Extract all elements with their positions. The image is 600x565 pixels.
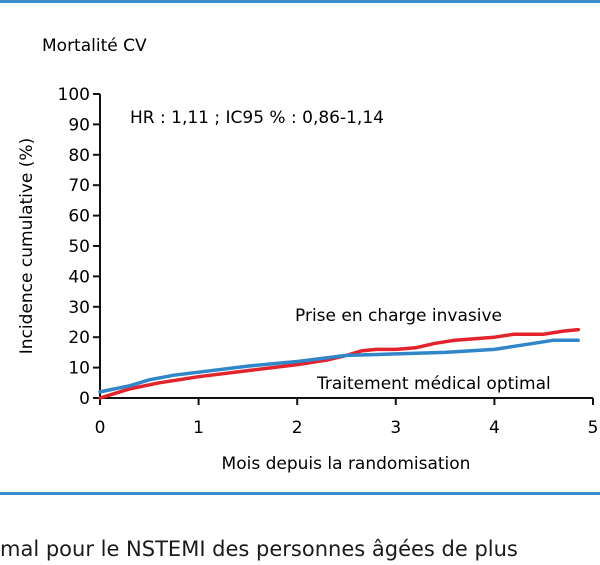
y-tick-label: 70: [68, 176, 90, 196]
figure-caption: mal pour le NSTEMI des personnes âgées d…: [0, 537, 518, 561]
series-label-invasive: Prise en charge invasive: [295, 306, 502, 326]
x-tick-label: 1: [193, 418, 204, 438]
x-tick-label: 3: [390, 418, 401, 438]
y-tick-label: 60: [68, 207, 90, 227]
hr-annotation: HR : 1,11 ; IC95 % : 0,86-1,14: [130, 108, 384, 128]
series-label-medical: Traitement médical optimal: [316, 374, 551, 394]
x-tick-label: 4: [489, 418, 500, 438]
y-tick-label: 10: [68, 359, 90, 379]
y-tick-label: 90: [68, 115, 90, 135]
x-tick-label: 5: [588, 418, 599, 438]
y-tick-label: 80: [68, 146, 90, 166]
y-tick-label: 30: [68, 298, 90, 318]
bottom-rule: [0, 492, 600, 495]
y-axis-label: Incidence cumulative (%): [17, 138, 37, 354]
series-line-medical: [98, 338, 580, 394]
cv-mortality-chart: Mortalité CV HR : 1,11 ; IC95 % : 0,86-1…: [17, 36, 599, 474]
series-line-invasive: [98, 327, 580, 400]
x-axis-label: Mois depuis la randomisation: [222, 454, 471, 474]
x-tick-label: 2: [292, 418, 303, 438]
y-tick-label: 20: [68, 328, 90, 348]
chart-title: Mortalité CV: [42, 36, 147, 56]
top-rule: [0, 0, 600, 3]
x-tick-label: 0: [95, 418, 106, 438]
y-tick-label: 0: [79, 389, 90, 409]
y-tick-label: 100: [58, 85, 90, 105]
y-tick-label: 50: [68, 237, 90, 257]
y-tick-label: 40: [68, 267, 90, 287]
